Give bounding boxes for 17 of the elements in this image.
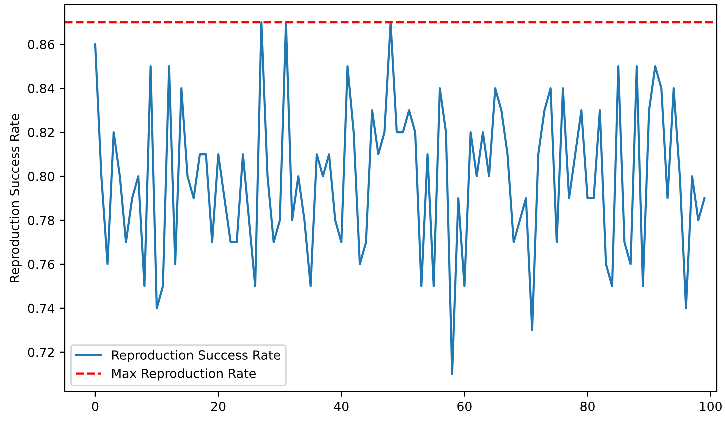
y-axis-title: Reproduction Success Rate bbox=[10, 114, 22, 282]
y-tick-label: 0.74 bbox=[28, 304, 55, 314]
x-tick-label: 80 bbox=[580, 402, 595, 412]
legend-label: Max Reproduction Rate bbox=[112, 368, 256, 381]
x-tick-label: 40 bbox=[334, 402, 349, 412]
y-tick-label: 0.84 bbox=[28, 84, 55, 94]
y-tick-label: 0.76 bbox=[28, 260, 54, 270]
legend-label: Reproduction Success Rate bbox=[112, 350, 280, 362]
y-tick-label: 0.86 bbox=[28, 40, 54, 50]
x-tick-label: 100 bbox=[700, 402, 722, 412]
y-tick-label: 0.72 bbox=[28, 348, 54, 358]
x-tick-label: 0 bbox=[92, 402, 99, 412]
x-tick-label: 60 bbox=[458, 402, 472, 412]
x-tick-label: 20 bbox=[212, 402, 226, 412]
y-tick-label: 0.78 bbox=[28, 216, 54, 226]
y-tick-label: 0.82 bbox=[28, 128, 54, 138]
y-tick-label: 0.80 bbox=[28, 172, 54, 182]
